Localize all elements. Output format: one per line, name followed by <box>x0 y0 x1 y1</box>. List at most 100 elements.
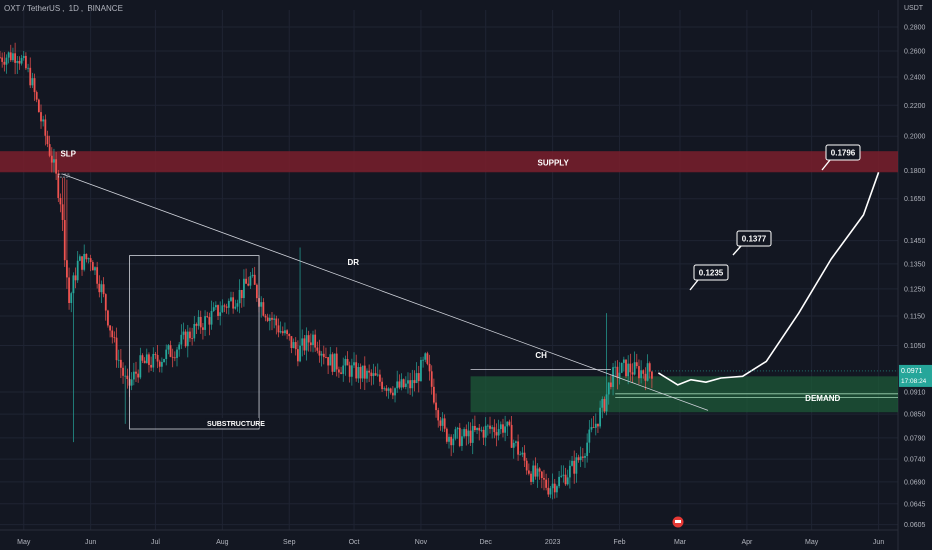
y-tick-label: 0.1050 <box>904 343 926 350</box>
candle-body <box>143 360 146 364</box>
candle-body <box>562 474 565 476</box>
candle-body <box>506 421 509 427</box>
candle-body <box>432 386 435 403</box>
candle-body <box>307 335 310 343</box>
candle-body <box>389 388 392 393</box>
candle-body <box>404 383 407 388</box>
candle-body <box>353 362 355 366</box>
x-tick-label: Jun <box>85 539 96 546</box>
candle-body <box>515 441 517 443</box>
y-tick-label: 0.2400 <box>904 75 926 82</box>
candle-body <box>59 197 62 205</box>
candle-body <box>264 315 267 318</box>
x-tick-label: Nov <box>415 539 428 546</box>
candle-body <box>251 274 254 277</box>
y-tick-label: 0.0605 <box>904 522 926 529</box>
candle-body <box>618 372 621 378</box>
candle-body <box>484 425 487 438</box>
candle-body <box>230 297 232 301</box>
candle-body <box>335 353 338 370</box>
time-axis[interactable]: May Jun Jul Aug Sep Oct Nov Dec 2023 Feb Mar Apr May… <box>17 539 884 546</box>
candle-body <box>12 53 14 61</box>
candle-body <box>124 375 127 377</box>
candle-body <box>20 58 23 64</box>
candle-body <box>478 427 481 431</box>
candle-body <box>415 373 418 384</box>
candle-body <box>566 477 569 485</box>
candle-body <box>357 367 360 379</box>
candle-body <box>599 407 602 427</box>
candle-body <box>344 359 347 366</box>
candle-body <box>605 394 608 412</box>
candle-body <box>609 382 612 387</box>
price-tags: 0.0971 17:08:24 <box>651 364 932 528</box>
candle-body <box>465 429 468 437</box>
candle-body <box>635 362 638 367</box>
candle-body <box>486 425 489 427</box>
candle-body <box>301 338 304 346</box>
candle-body <box>76 260 79 281</box>
candle-body <box>208 317 211 325</box>
candle-body <box>564 474 567 485</box>
demand-label: DEMAND <box>805 394 840 403</box>
current-price-value: 0.0971 <box>901 368 923 375</box>
candle-body <box>551 483 554 489</box>
candle-body <box>249 276 252 286</box>
candle-body <box>104 294 107 311</box>
candle-body <box>290 336 293 348</box>
candle-body <box>445 428 448 442</box>
candle-body <box>588 429 591 443</box>
candle-body <box>571 460 573 466</box>
countdown-label: 17:08:24 <box>901 378 927 385</box>
candle-body <box>581 456 584 458</box>
price-axis[interactable]: 0.2800 0.2600 0.2400 0.2200 0.2000 0.1800 0.16… <box>904 5 926 529</box>
candle-body <box>346 359 349 366</box>
candle-body <box>474 425 476 431</box>
candle-body <box>135 371 137 374</box>
candle-body <box>458 427 461 446</box>
x-tick-label: May <box>805 539 819 546</box>
candle-body <box>579 456 582 461</box>
candle-body <box>409 380 412 389</box>
candle-body <box>331 354 334 372</box>
candle-body <box>50 155 53 163</box>
x-tick-label: Apr <box>741 539 753 546</box>
candle-body <box>55 159 58 174</box>
candle-body <box>456 427 459 430</box>
target-label: 0.1796 <box>831 149 856 158</box>
candle-body <box>547 487 550 495</box>
candle-body <box>178 344 181 350</box>
x-tick-label: Feb <box>614 539 626 546</box>
candle-body <box>575 457 578 474</box>
candle-body <box>422 359 424 361</box>
candle-body <box>89 258 92 263</box>
candle-body <box>545 479 548 488</box>
candle-body <box>480 429 483 431</box>
candle-body <box>329 354 332 366</box>
candle-body <box>299 345 301 362</box>
candle-body <box>223 305 226 307</box>
candle-body <box>160 362 163 367</box>
candle-body <box>189 331 191 339</box>
candle-body <box>119 359 122 368</box>
candle-body <box>491 427 494 429</box>
candle-body <box>411 380 414 389</box>
y-tick-label: 0.2800 <box>904 24 926 31</box>
candle-body <box>87 258 90 260</box>
candle-body <box>348 365 351 377</box>
candle-body <box>72 275 75 294</box>
interval-label[interactable]: 1D <box>68 4 79 13</box>
candle-body <box>309 342 312 346</box>
candle-body <box>243 278 245 299</box>
candle-body <box>372 373 375 377</box>
candle-body <box>83 253 86 270</box>
target-label: 0.1235 <box>699 269 724 278</box>
candle-body <box>5 57 8 65</box>
symbol-label[interactable]: OXT / TetherUS <box>4 4 61 13</box>
candle-body <box>469 430 472 443</box>
y-tick-label: 0.0790 <box>904 435 926 442</box>
candle-body <box>163 359 165 363</box>
dr-label: DR <box>348 258 360 267</box>
candle-body <box>156 354 159 362</box>
